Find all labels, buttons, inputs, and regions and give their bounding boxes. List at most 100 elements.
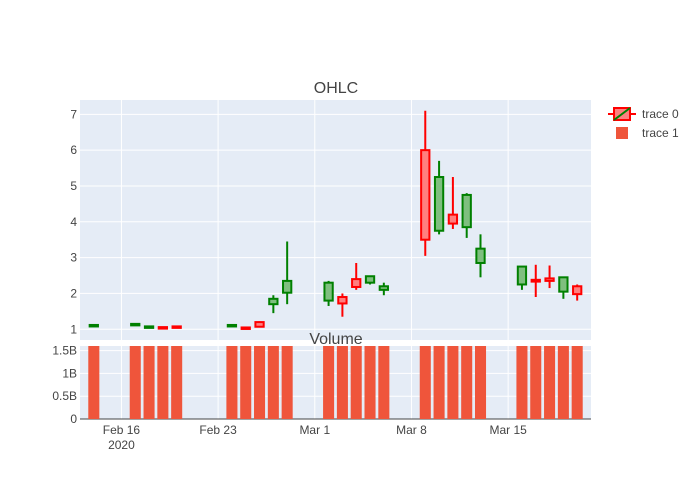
candle-body (130, 322, 141, 327)
candle-body (254, 321, 265, 328)
candle-body (240, 326, 251, 330)
candlestick[interactable] (254, 321, 265, 328)
candlestick[interactable] (226, 323, 238, 328)
candlestick[interactable] (88, 323, 99, 328)
legend-bar-swatch-icon (616, 127, 628, 139)
ohlc-marks (88, 110, 583, 330)
volume-bar[interactable] (157, 346, 169, 419)
volume-bar[interactable] (516, 346, 528, 419)
volume-bar[interactable] (336, 346, 348, 419)
volume-bar[interactable] (364, 346, 376, 419)
candlestick[interactable] (475, 234, 486, 278)
x-tick-year-label: 2020 (108, 438, 135, 452)
candlestick[interactable] (447, 177, 459, 229)
volume-bar[interactable] (88, 346, 100, 419)
candle-body (433, 176, 445, 232)
candlestick[interactable] (240, 326, 251, 330)
legend-label-trace-1: trace 1 (642, 126, 679, 140)
x-tick-label: Mar 1 (299, 423, 330, 437)
ohlc-y-tick-label: 3 (70, 251, 77, 265)
candlestick[interactable] (461, 193, 472, 238)
candle-body (475, 247, 486, 264)
candle-body (530, 278, 541, 283)
volume-bar[interactable] (129, 346, 141, 419)
volume-bar[interactable] (433, 346, 445, 419)
volume-bar[interactable] (226, 346, 238, 419)
candlestick[interactable] (130, 322, 141, 327)
candlestick[interactable] (364, 275, 376, 285)
candlestick[interactable] (268, 295, 279, 314)
candle-body (282, 279, 293, 294)
ohlc-y-tick-label: 6 (70, 143, 77, 157)
volume-y-tick-label: 0.5B (52, 389, 77, 403)
candlestick[interactable] (544, 265, 555, 289)
volume-bar[interactable] (254, 346, 266, 419)
legend-item-trace-1[interactable]: trace 1 (616, 126, 679, 140)
volume-bar[interactable] (323, 346, 335, 419)
candlestick[interactable] (572, 284, 583, 301)
candle-body (226, 323, 238, 328)
volume-bar[interactable] (461, 346, 473, 419)
volume-bar[interactable] (267, 346, 279, 419)
candlestick[interactable] (433, 160, 445, 235)
candle-body (516, 265, 528, 286)
candle-body (143, 325, 155, 329)
candle-body (323, 281, 334, 302)
candle-body (461, 193, 472, 229)
candle-body (544, 277, 555, 282)
volume-bar[interactable] (530, 346, 542, 419)
candlestick[interactable] (378, 282, 389, 296)
x-tick-label: Feb 23 (199, 423, 237, 437)
volume-marks (88, 346, 583, 419)
candle-body (558, 276, 569, 293)
x-tick-label: Mar 15 (489, 423, 527, 437)
candle-body (447, 213, 459, 225)
legend[interactable]: trace 0 trace 1 (608, 107, 679, 140)
ohlc-y-tick-label: 4 (70, 215, 77, 229)
volume-bar[interactable] (571, 346, 583, 419)
ohlc-plot-background (80, 100, 591, 340)
candlestick[interactable] (337, 293, 348, 317)
candlestick[interactable] (171, 325, 182, 329)
volume-bar[interactable] (447, 346, 459, 419)
candle-body (364, 275, 376, 284)
x-tick-label: Feb 16 (103, 423, 141, 437)
volume-y-tick-label: 1B (62, 366, 77, 380)
candlestick[interactable] (530, 264, 541, 298)
volume-bar[interactable] (350, 346, 362, 419)
volume-bar[interactable] (474, 346, 487, 419)
legend-item-trace-0[interactable]: trace 0 (608, 107, 679, 121)
candlestick[interactable] (420, 110, 431, 256)
candle-body (157, 326, 169, 330)
volume-bar[interactable] (281, 346, 293, 419)
ohlc-y-tick-label: 1 (70, 322, 77, 336)
ohlc-y-tick-label: 7 (70, 107, 77, 121)
candlestick[interactable] (351, 262, 362, 290)
volume-bar[interactable] (378, 346, 390, 419)
volume-title: Volume (309, 331, 362, 348)
candle-body (572, 285, 583, 296)
candle-body (378, 285, 389, 291)
volume-bar[interactable] (143, 346, 155, 419)
candle-body (268, 297, 279, 306)
candlestick[interactable] (323, 280, 334, 306)
candlestick[interactable] (282, 241, 293, 305)
volume-bar[interactable] (544, 346, 556, 419)
candlestick[interactable] (516, 265, 528, 290)
ohlc-title: OHLC (314, 80, 358, 97)
volume-bar[interactable] (419, 346, 431, 419)
volume-y-tick-label: 0 (70, 412, 77, 426)
volume-bar[interactable] (240, 346, 252, 419)
legend-candle-diagonal-icon (613, 107, 631, 121)
volume-bar[interactable] (557, 346, 569, 419)
volume-bar[interactable] (171, 346, 183, 419)
candle-body (88, 323, 99, 328)
candlestick[interactable] (143, 325, 155, 329)
candlestick[interactable] (558, 276, 569, 299)
x-tick-label: Mar 8 (396, 423, 427, 437)
candlestick[interactable] (157, 326, 169, 330)
candle-body (351, 278, 362, 288)
legend-label-trace-0: trace 0 (642, 107, 679, 121)
